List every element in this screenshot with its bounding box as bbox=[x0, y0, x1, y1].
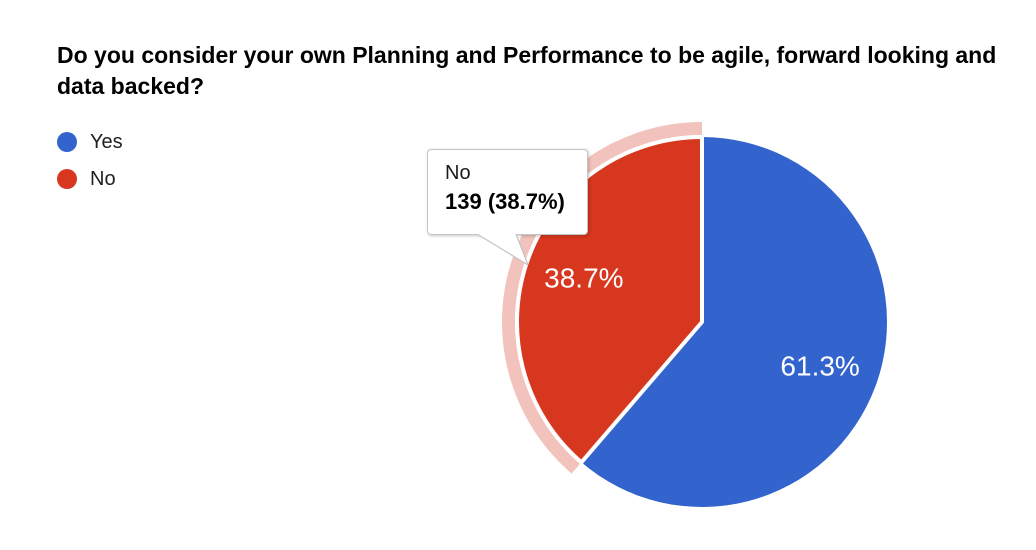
tooltip-value: 139 (38.7%) bbox=[445, 189, 565, 214]
chart-title: Do you consider your own Planning and Pe… bbox=[57, 42, 997, 99]
legend-dot-no-icon bbox=[57, 169, 77, 189]
legend-label-yes: Yes bbox=[90, 130, 123, 153]
legend-label-no: No bbox=[90, 167, 116, 190]
pie-slice-yes[interactable] bbox=[581, 137, 887, 507]
legend: Yes No bbox=[57, 131, 123, 190]
tooltip-category: No bbox=[445, 162, 471, 184]
slice-label-no: 38.7% bbox=[544, 263, 623, 294]
tooltip-tail bbox=[476, 234, 529, 266]
legend-item-yes: Yes bbox=[57, 131, 123, 153]
legend-dot-yes-icon bbox=[57, 132, 77, 152]
tooltip: No 139 (38.7%) bbox=[427, 149, 588, 235]
slice-label-yes: 61.3% bbox=[780, 350, 859, 381]
legend-item-no: No bbox=[57, 168, 123, 190]
